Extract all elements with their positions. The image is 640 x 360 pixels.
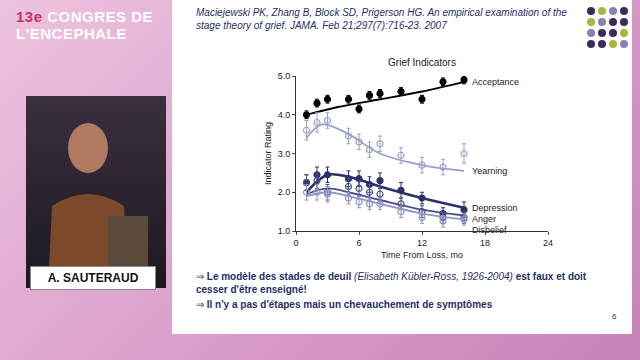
- svg-text:Depression: Depression: [472, 203, 518, 213]
- svg-text:12: 12: [417, 238, 427, 248]
- html-text:6: 6: [612, 312, 617, 321]
- html-text:A. SAUTERAUD: A. SAUTERAUD: [47, 271, 139, 285]
- svg-text:24: 24: [543, 238, 553, 248]
- svg-text:18: 18: [480, 238, 490, 248]
- svg-text:4.0: 4.0: [278, 110, 291, 120]
- svg-text:2.0: 2.0: [278, 187, 291, 197]
- svg-text:0: 0: [293, 238, 298, 248]
- svg-text:Acceptance: Acceptance: [472, 77, 519, 87]
- svg-text:Anger: Anger: [472, 214, 496, 224]
- svg-text:Indicator Rating: Indicator Rating: [263, 122, 273, 185]
- svg-text:Disbelief: Disbelief: [472, 225, 507, 235]
- svg-text:5.0: 5.0: [278, 71, 291, 81]
- svg-text:Yearning: Yearning: [472, 166, 507, 176]
- svg-text:1.0: 1.0: [278, 226, 291, 236]
- html-text:Maciejewski PK, Zhang B, Block: Maciejewski PK, Zhang B, Block SD, Prige…: [196, 7, 567, 31]
- html-text:⇒ Le modèle des stades de deui: ⇒ Le modèle des stades de deuil (Elisabe…: [196, 271, 587, 295]
- html-text:13e CONGRES DE: 13e CONGRES DE: [16, 8, 154, 25]
- svg-text:Time From Loss, mo: Time From Loss, mo: [381, 250, 463, 260]
- svg-text:Grief Indicators: Grief Indicators: [388, 57, 456, 68]
- html-text:L'ENCEPHALE: L'ENCEPHALE: [16, 25, 127, 42]
- html-text:⇒ Il n'y a pas d'étapes mais u: ⇒ Il n'y a pas d'étapes mais un chevauch…: [196, 299, 493, 310]
- svg-text:6: 6: [356, 238, 361, 248]
- svg-text:3.0: 3.0: [278, 149, 291, 159]
